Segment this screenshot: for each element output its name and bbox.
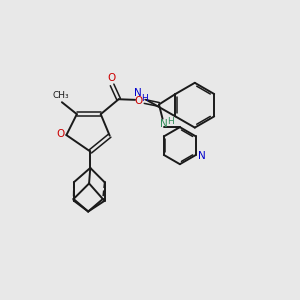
Text: O: O [56,130,64,140]
Text: H: H [167,117,174,126]
Text: N: N [160,119,168,129]
Text: N: N [198,151,206,160]
Text: O: O [107,73,115,83]
Text: O: O [134,96,142,106]
Text: H: H [141,94,147,103]
Text: CH₃: CH₃ [52,91,69,100]
Text: N: N [134,88,142,98]
